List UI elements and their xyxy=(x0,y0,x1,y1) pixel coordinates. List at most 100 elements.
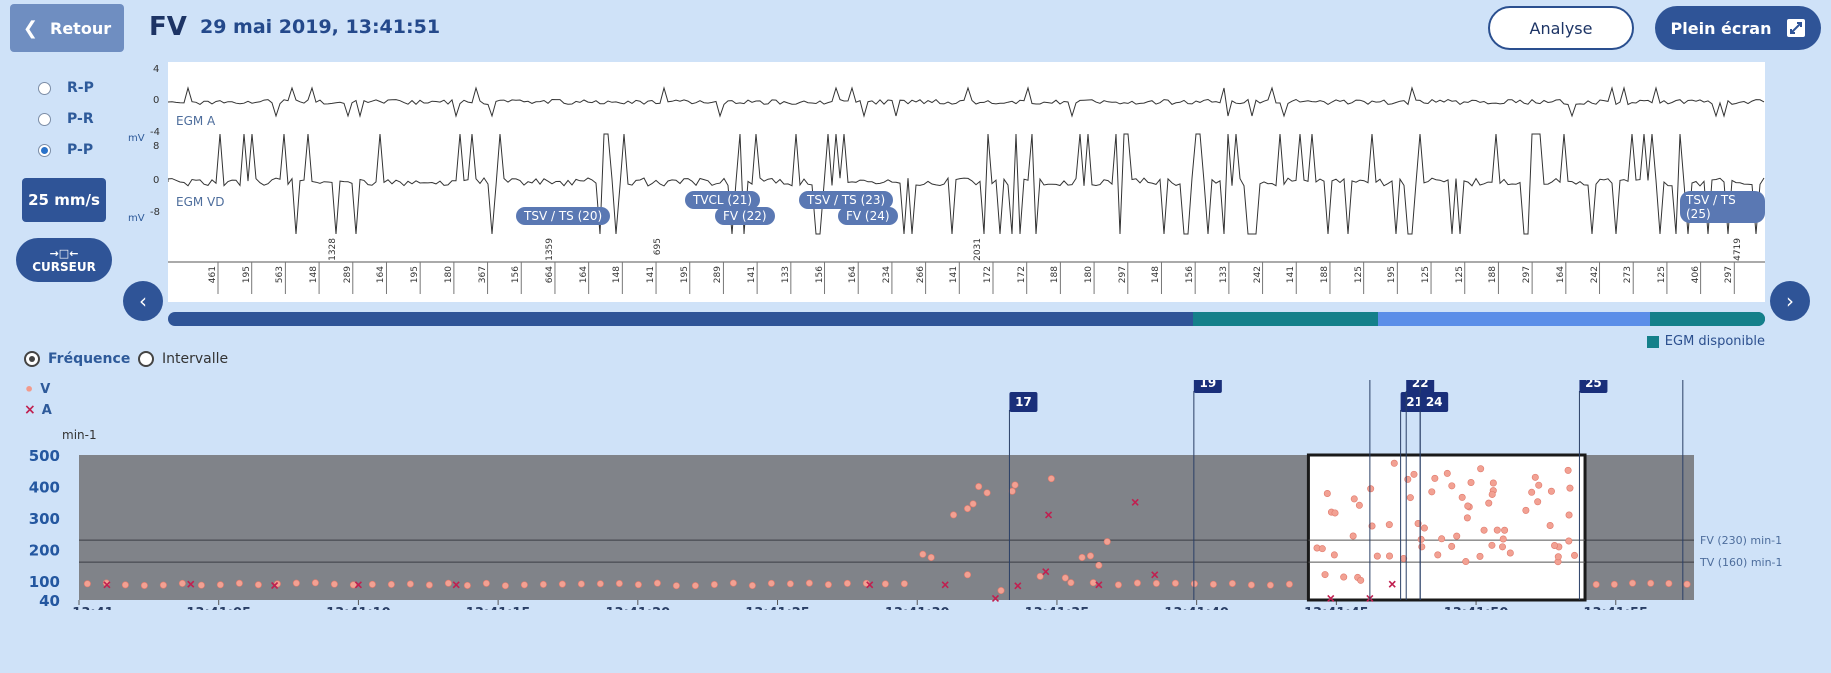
v-point xyxy=(1467,478,1475,486)
annotation-24[interactable]: FV (24) xyxy=(838,207,898,225)
v-point xyxy=(1462,558,1470,566)
r-interval: 180 xyxy=(1084,266,1095,284)
egm-panel[interactable]: EGM A EGM VD TSV / TS (20) TVCL (21) FV … xyxy=(168,62,1765,302)
marker-flag xyxy=(1193,380,1222,393)
r-interval: 195 xyxy=(1387,266,1398,284)
v-point xyxy=(1458,493,1466,501)
trend-chart[interactable]: FV (230) min-1 TV (160) min-1 500 400 300 200… xyxy=(0,380,1831,610)
radio-frequence[interactable] xyxy=(24,351,40,367)
v-point xyxy=(1498,543,1506,551)
r-interval: 297 xyxy=(1724,266,1735,284)
v-point xyxy=(83,580,91,588)
view-intervalle[interactable]: Intervalle xyxy=(138,351,228,367)
r-interval: 242 xyxy=(1252,266,1263,284)
egm-a-scale-mid: 0 xyxy=(153,95,160,106)
legend-v-label: V xyxy=(40,382,51,397)
view-frequence[interactable]: Fréquence xyxy=(24,351,130,367)
a-point xyxy=(271,581,279,590)
speed-button[interactable]: 25 mm/s xyxy=(22,178,106,222)
marker-label-25: 25 xyxy=(1585,380,1602,390)
v-point xyxy=(596,580,604,588)
mode-pr[interactable]: P-R xyxy=(38,111,94,127)
egm-a-scale-bottom: -4 xyxy=(150,127,160,138)
a-point xyxy=(187,580,195,588)
v-point xyxy=(1357,576,1365,584)
v-point xyxy=(159,581,167,589)
v-point xyxy=(1349,532,1357,540)
a-point xyxy=(1095,581,1103,589)
annotation-22[interactable]: FV (22) xyxy=(715,207,775,225)
chevron-left-icon: ‹ xyxy=(139,289,147,313)
v-point xyxy=(1565,537,1573,545)
annotation-21[interactable]: TVCL (21) xyxy=(685,191,761,209)
v-point xyxy=(1683,580,1691,588)
v-point xyxy=(577,580,585,588)
fullscreen-button[interactable]: Plein écran xyxy=(1655,6,1821,50)
v-point xyxy=(1531,473,1539,481)
r-interval: 156 xyxy=(1185,266,1196,284)
r-interval: 164 xyxy=(848,266,859,284)
egm-v-scale-bottom: -8 xyxy=(150,207,160,218)
v-point xyxy=(1078,553,1086,561)
v-point xyxy=(1438,535,1446,543)
v-point xyxy=(1464,502,1472,510)
v-point xyxy=(1355,501,1363,509)
r-interval: 180 xyxy=(443,266,454,284)
radio-rp[interactable] xyxy=(38,81,51,95)
annotation-25[interactable]: TSV / TS (25) xyxy=(1680,191,1765,223)
annotation-20[interactable]: TSV / TS (20) xyxy=(516,207,611,225)
r-interval: 188 xyxy=(1488,266,1499,284)
r-interval: 297 xyxy=(1117,266,1128,284)
r-interval: 148 xyxy=(612,266,623,284)
egm-available-legend: EGM disponible xyxy=(1646,334,1765,349)
v-point xyxy=(1095,561,1103,569)
v-point xyxy=(501,582,509,590)
cursor-button[interactable]: →□← CURSEUR xyxy=(16,238,112,282)
mode-rp[interactable]: R-P xyxy=(38,80,94,96)
radio-pr[interactable] xyxy=(38,112,51,126)
r-interval: 141 xyxy=(646,266,657,284)
v-point xyxy=(1190,580,1198,588)
analyse-button[interactable]: Analyse xyxy=(1488,6,1634,50)
v-point xyxy=(1493,526,1501,534)
v-point xyxy=(273,580,281,588)
marker-label-19: 19 xyxy=(1200,380,1217,390)
v-point xyxy=(140,581,148,589)
y-tick-label: 40 xyxy=(39,592,60,610)
v-point xyxy=(1285,580,1293,588)
a-point xyxy=(354,581,362,589)
v-point xyxy=(1501,526,1509,534)
v-point xyxy=(1485,499,1493,507)
annotation-23[interactable]: TSV / TS (23) xyxy=(799,191,894,209)
v-point xyxy=(672,582,680,590)
view-frequence-label: Fréquence xyxy=(48,351,131,367)
v-point xyxy=(349,581,357,589)
r-interval: 133 xyxy=(1218,266,1229,284)
mode-rp-label: R-P xyxy=(67,80,94,96)
v-point xyxy=(900,580,908,588)
back-button[interactable]: ❮ Retour xyxy=(10,4,124,52)
v-point xyxy=(1453,532,1461,540)
selection-window xyxy=(1306,453,1587,602)
v-point xyxy=(1114,581,1122,589)
v-point xyxy=(964,505,972,513)
x-tick-label: 13:41:20 xyxy=(605,606,670,610)
v-point xyxy=(1534,498,1542,506)
p-interval-0: 1328 xyxy=(328,238,338,261)
mode-pp[interactable]: P-P xyxy=(38,142,93,158)
v-point xyxy=(1499,535,1507,543)
radio-intervalle[interactable] xyxy=(138,351,154,367)
prev-button[interactable]: ‹ xyxy=(123,281,163,321)
x-tick-label: 13:41:30 xyxy=(885,606,950,610)
a-point xyxy=(866,581,874,589)
next-button[interactable]: › xyxy=(1770,281,1810,321)
radio-pp[interactable] xyxy=(38,143,51,157)
v-point xyxy=(254,581,262,589)
v-point xyxy=(1209,580,1217,588)
egm-available-label: EGM disponible xyxy=(1664,334,1765,349)
timeline-bar[interactable] xyxy=(168,312,1765,326)
x-tick-label: 13:41:40 xyxy=(1164,606,1229,610)
r-interval: 406 xyxy=(1690,266,1701,284)
v-point xyxy=(1463,514,1471,522)
timeline-selected-segment[interactable] xyxy=(1378,312,1650,326)
